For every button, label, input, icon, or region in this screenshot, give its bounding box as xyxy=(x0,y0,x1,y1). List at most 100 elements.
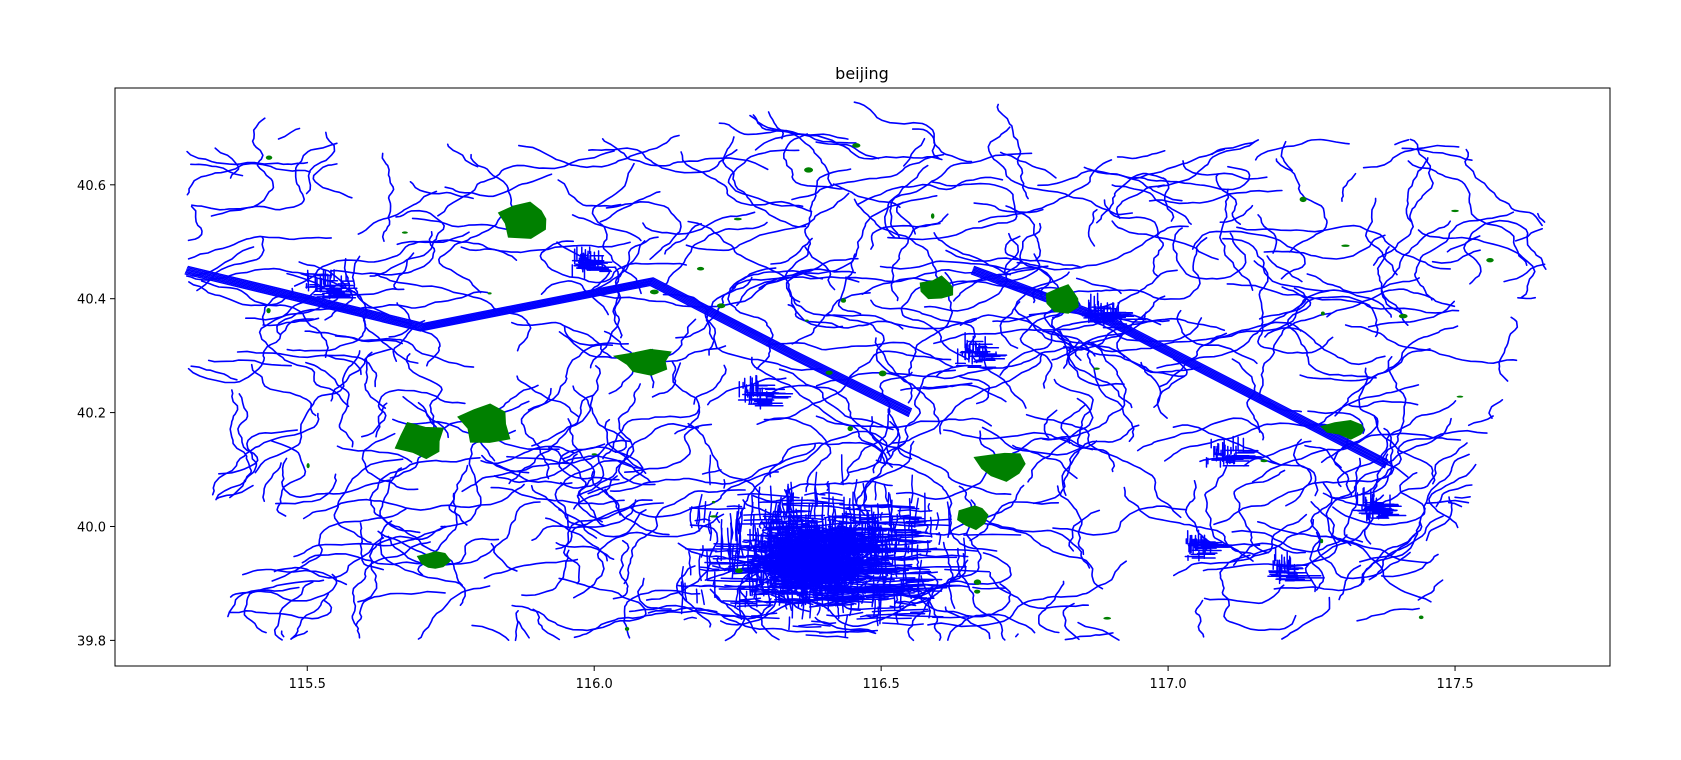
road xyxy=(855,560,891,564)
road xyxy=(882,622,924,626)
road xyxy=(873,598,876,617)
axes-frame xyxy=(114,87,1611,667)
road xyxy=(737,522,799,525)
road xyxy=(336,445,413,463)
green-area-park-east-3 xyxy=(957,505,989,531)
road xyxy=(958,485,973,511)
road xyxy=(1338,564,1362,601)
road xyxy=(781,504,833,507)
road xyxy=(706,579,757,583)
road xyxy=(567,418,605,527)
road xyxy=(438,214,507,294)
road xyxy=(853,101,973,163)
road xyxy=(853,198,940,281)
road xyxy=(1038,580,1065,634)
road xyxy=(689,506,693,529)
road xyxy=(605,201,682,260)
road xyxy=(520,387,552,480)
road xyxy=(461,455,643,493)
road xyxy=(387,535,500,566)
road xyxy=(757,486,762,520)
road xyxy=(781,568,788,589)
road xyxy=(755,589,787,596)
road xyxy=(280,630,285,638)
road xyxy=(1257,214,1278,254)
road xyxy=(900,570,932,575)
road xyxy=(637,577,672,610)
road xyxy=(1103,199,1164,278)
road xyxy=(381,152,395,242)
y-axis: 39.8 40.0 40.2 40.4 40.6 xyxy=(77,179,115,649)
road xyxy=(1063,311,1147,369)
road xyxy=(753,562,783,570)
road xyxy=(1215,173,1242,225)
road xyxy=(845,558,859,565)
road xyxy=(444,173,553,198)
road xyxy=(780,515,784,534)
road xyxy=(187,235,332,260)
road xyxy=(783,133,845,190)
road xyxy=(1202,501,1338,572)
road xyxy=(664,222,702,255)
road xyxy=(557,179,622,207)
road xyxy=(1367,300,1455,328)
road xyxy=(962,537,966,568)
road xyxy=(973,202,1044,214)
road xyxy=(1414,211,1515,301)
road xyxy=(571,214,642,242)
road xyxy=(1454,496,1471,499)
road xyxy=(811,620,837,625)
road xyxy=(745,566,756,580)
road xyxy=(862,482,866,505)
green-speck xyxy=(1451,209,1459,213)
road xyxy=(1043,409,1058,439)
x-tick-label: 117.0 xyxy=(1149,677,1186,692)
road xyxy=(540,280,609,316)
road xyxy=(1019,308,1077,389)
road xyxy=(480,445,575,465)
road xyxy=(1077,621,1120,641)
road xyxy=(612,236,659,339)
road xyxy=(333,458,404,544)
road xyxy=(196,236,265,292)
road xyxy=(874,481,877,501)
road xyxy=(718,122,943,161)
road xyxy=(857,176,1004,205)
road xyxy=(973,267,1388,462)
road xyxy=(1537,212,1546,223)
road xyxy=(773,552,783,563)
road xyxy=(799,593,809,602)
road xyxy=(883,483,889,503)
green-speck xyxy=(974,589,981,594)
road xyxy=(840,590,906,594)
road xyxy=(905,579,930,583)
green-speck xyxy=(804,319,809,322)
road xyxy=(999,151,1057,179)
road xyxy=(797,528,821,535)
road xyxy=(712,556,747,560)
road xyxy=(1365,197,1398,276)
road xyxy=(1356,607,1420,622)
road xyxy=(905,518,952,523)
road xyxy=(715,545,750,548)
road xyxy=(877,597,895,601)
road xyxy=(695,493,703,525)
road xyxy=(827,483,830,515)
road xyxy=(947,613,1036,641)
road xyxy=(369,209,445,277)
road xyxy=(869,416,1012,496)
road xyxy=(736,604,774,608)
road xyxy=(867,568,895,576)
road xyxy=(733,549,737,575)
road xyxy=(1348,400,1419,408)
road xyxy=(902,515,907,548)
road xyxy=(698,584,717,588)
road xyxy=(1016,225,1189,271)
road xyxy=(831,545,845,558)
road xyxy=(357,190,438,235)
y-tick-label: 40.4 xyxy=(77,293,106,308)
road xyxy=(392,418,496,462)
road xyxy=(734,588,739,609)
green-area-park-east-2 xyxy=(1045,284,1079,314)
